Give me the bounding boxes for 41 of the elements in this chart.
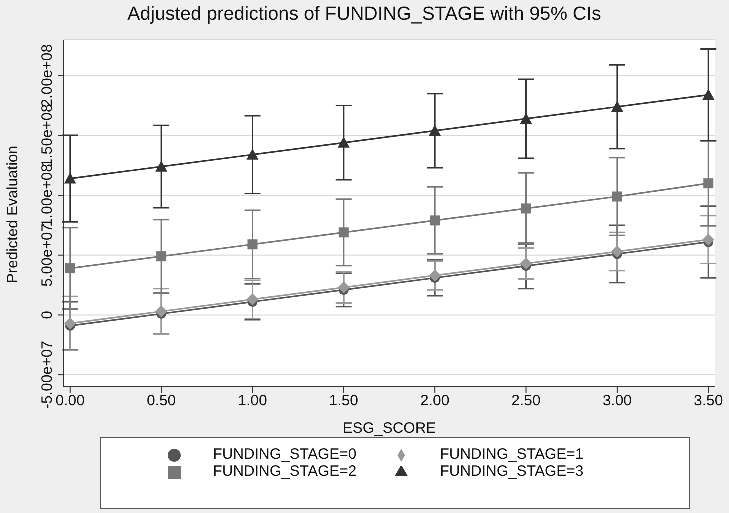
point [248,240,258,250]
legend-label: FUNDING_STAGE=3 [439,463,585,480]
x-axis-title: ESG_SCORE [342,420,436,437]
point [156,160,168,172]
point [520,112,532,124]
chart-title: Adjusted predictions of FUNDING_STAGE with 95% CIs [126,4,602,26]
point [702,234,715,246]
x-tick-label: 3.50 [694,392,724,410]
point [156,252,167,262]
y-tick-label: -5.00e+07 [39,341,56,410]
x-tick-label: 0.00 [56,392,85,410]
point [429,270,442,282]
point [702,89,715,100]
legend-label: FUNDING_STAGE=2 [212,463,358,480]
point [338,136,350,148]
x-tick-label: 2.00 [420,392,450,410]
point [338,282,350,294]
y-axis-title: Predicted Evaluation [4,146,22,284]
x-tick-label: 1.50 [329,392,359,410]
point [612,192,622,202]
point [429,124,442,136]
y-tick-label: 0 [39,311,56,320]
legend-label: FUNDING_STAGE=1 [439,446,585,463]
point [338,228,349,238]
point [704,178,714,189]
point [156,306,168,318]
point [64,318,76,330]
point [520,258,532,270]
point [611,246,624,258]
point [246,294,259,306]
point [65,264,76,274]
legend-label: FUNDING_STAGE=0 [212,446,358,463]
point [64,172,76,184]
point [521,204,532,214]
x-tick-label: 1.00 [238,392,268,410]
x-tick-label: 2.50 [512,392,541,410]
x-tick-label: 0.50 [146,392,176,410]
point [430,216,440,226]
x-tick-label: 3.00 [602,392,632,410]
point [611,101,624,112]
point [246,148,259,160]
